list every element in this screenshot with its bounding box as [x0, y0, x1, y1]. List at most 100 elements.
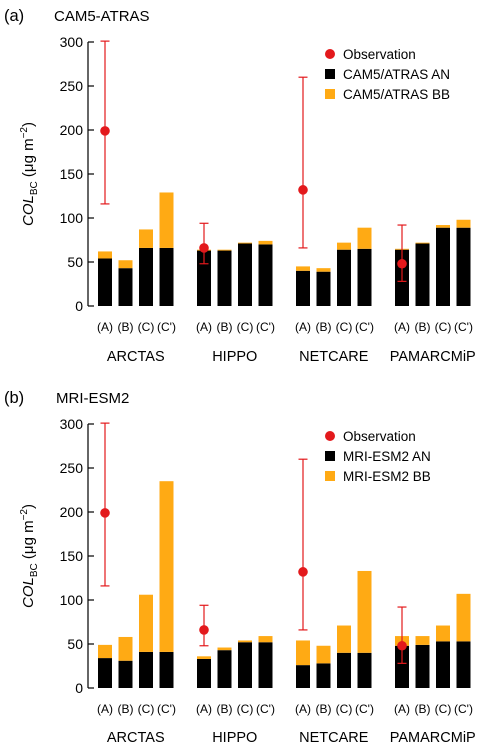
group-label: PAMARCMiP: [390, 730, 476, 746]
category-label: (A): [295, 320, 311, 334]
bar-bb: [197, 656, 211, 659]
bar-bb: [118, 636, 133, 661]
bar-an: [238, 243, 252, 306]
category-label: (B): [217, 320, 233, 334]
category-label: (C): [138, 702, 155, 716]
bar-bb: [159, 481, 174, 652]
y-axis-label-sub: BC: [29, 563, 40, 577]
y-tick-label: 100: [60, 592, 84, 608]
observation-point: [199, 625, 209, 635]
y-tick-label: 0: [75, 298, 83, 314]
category-label: (C): [336, 702, 353, 716]
y-tick-label: 150: [60, 548, 84, 564]
bar-an: [296, 270, 310, 306]
category-label: (C'): [157, 702, 176, 716]
group-label: ARCTAS: [107, 349, 165, 365]
group-label: NETCARE: [299, 349, 369, 365]
bar-an: [139, 651, 153, 688]
bar-bb: [415, 242, 430, 244]
y-tick-label: 250: [60, 78, 84, 94]
y-tick-label: 300: [60, 34, 84, 50]
observation-point: [100, 126, 110, 136]
bar-bb: [258, 240, 273, 245]
y-axis-label: COLBC (μg m−2): [19, 122, 40, 226]
y-axis-label-unit: (μg m: [20, 138, 37, 181]
y-axis-label: COLBC (μg m−2): [19, 504, 40, 608]
bar-an: [296, 665, 310, 688]
y-tick-label: 250: [60, 460, 84, 476]
bar-bb: [436, 625, 450, 642]
category-label: (B): [118, 702, 134, 716]
y-tick-label: 100: [60, 210, 84, 226]
observation-point: [298, 567, 308, 577]
category-label: (B): [118, 320, 134, 334]
bar-bb: [217, 249, 232, 251]
bar-an: [139, 247, 153, 306]
category-label: (A): [196, 320, 212, 334]
bar-bb: [456, 593, 471, 642]
bar-bb: [118, 260, 133, 269]
bar-bb: [238, 242, 252, 244]
y-axis-label-unit: (μg m: [20, 520, 37, 563]
bar-an: [395, 645, 409, 688]
y-tick-label: 50: [67, 636, 83, 652]
panel-label: (a): [4, 7, 24, 25]
y-tick-label: 300: [60, 416, 84, 432]
bar-an: [118, 660, 133, 688]
bar-bb: [98, 251, 112, 259]
chart-panel-1: (a) CAM5-ATRAS 0 50 100 150 200 250 300 COLBC (μg…: [4, 7, 476, 365]
bar-an: [118, 268, 133, 306]
category-label: (C'): [454, 702, 473, 716]
bar-an: [316, 663, 331, 688]
category-label: (A): [394, 702, 410, 716]
y-axis-label-main: COL: [20, 195, 37, 226]
bar-an: [238, 642, 252, 688]
bar-an: [159, 247, 174, 306]
category-label: (C'): [256, 320, 275, 334]
group-label: HIPPO: [212, 730, 257, 746]
category-label: (A): [295, 702, 311, 716]
category-label: (C): [435, 702, 452, 716]
bar-an: [337, 249, 351, 306]
panel-title: CAM5-ATRAS: [54, 8, 150, 25]
bar-an: [258, 642, 273, 688]
bar-bb: [217, 647, 232, 651]
observation-point: [298, 185, 308, 195]
category-label: (A): [97, 702, 113, 716]
bar-bb: [98, 644, 112, 659]
category-label: (A): [394, 320, 410, 334]
bar-an: [456, 641, 471, 688]
bar-bb: [337, 242, 351, 250]
group-label: PAMARCMiP: [390, 349, 476, 365]
bar-an: [415, 243, 430, 306]
category-label: (A): [196, 702, 212, 716]
category-label: (C'): [157, 320, 176, 334]
category-label: (C'): [355, 320, 374, 334]
bar-bb: [357, 227, 372, 249]
y-axis-label-main: COL: [20, 577, 37, 608]
category-label: (C'): [256, 702, 275, 716]
bar-bb: [357, 570, 372, 653]
bar-an: [258, 244, 273, 306]
bar-bb: [316, 645, 331, 664]
legend-an-label: CAM5/ATRAS AN: [343, 67, 450, 82]
y-tick-label: 50: [67, 254, 83, 270]
bar-an: [197, 658, 211, 688]
category-label: (C'): [454, 320, 473, 334]
bar-bb: [456, 219, 471, 228]
bar-an: [436, 227, 450, 306]
group-label: ARCTAS: [107, 730, 165, 746]
observation-point: [397, 258, 407, 269]
bar-bb: [139, 594, 153, 652]
bar-an: [436, 641, 450, 688]
category-label: (B): [217, 702, 233, 716]
legend-an-label: MRI-ESM2 AN: [343, 449, 431, 464]
legend-observation-marker: [325, 49, 335, 59]
y-tick-label: 150: [60, 166, 84, 182]
bar-bb: [159, 192, 174, 248]
bar-bb: [436, 225, 450, 228]
category-label: (C'): [355, 702, 374, 716]
y-axis-label-sub: BC: [29, 181, 40, 195]
legend-observation-label: Observation: [343, 429, 416, 444]
